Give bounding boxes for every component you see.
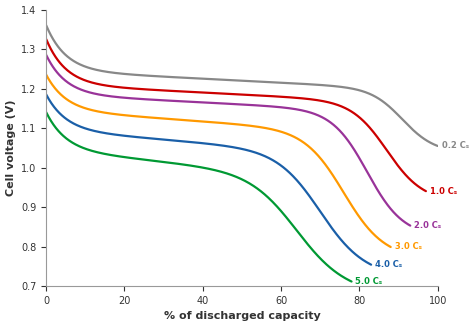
Text: 2.0 Cₛ: 2.0 Cₛ bbox=[414, 221, 441, 230]
Y-axis label: Cell voltage (V): Cell voltage (V) bbox=[6, 100, 16, 196]
Text: 4.0 Cₛ: 4.0 Cₛ bbox=[375, 260, 402, 269]
Text: 0.2 Cₛ: 0.2 Cₛ bbox=[442, 142, 469, 150]
Text: 5.0 Cₛ: 5.0 Cₛ bbox=[356, 277, 383, 286]
X-axis label: % of discharged capacity: % of discharged capacity bbox=[164, 311, 320, 321]
Text: 1.0 Cₛ: 1.0 Cₛ bbox=[430, 187, 457, 196]
Text: 3.0 Cₛ: 3.0 Cₛ bbox=[394, 243, 421, 251]
